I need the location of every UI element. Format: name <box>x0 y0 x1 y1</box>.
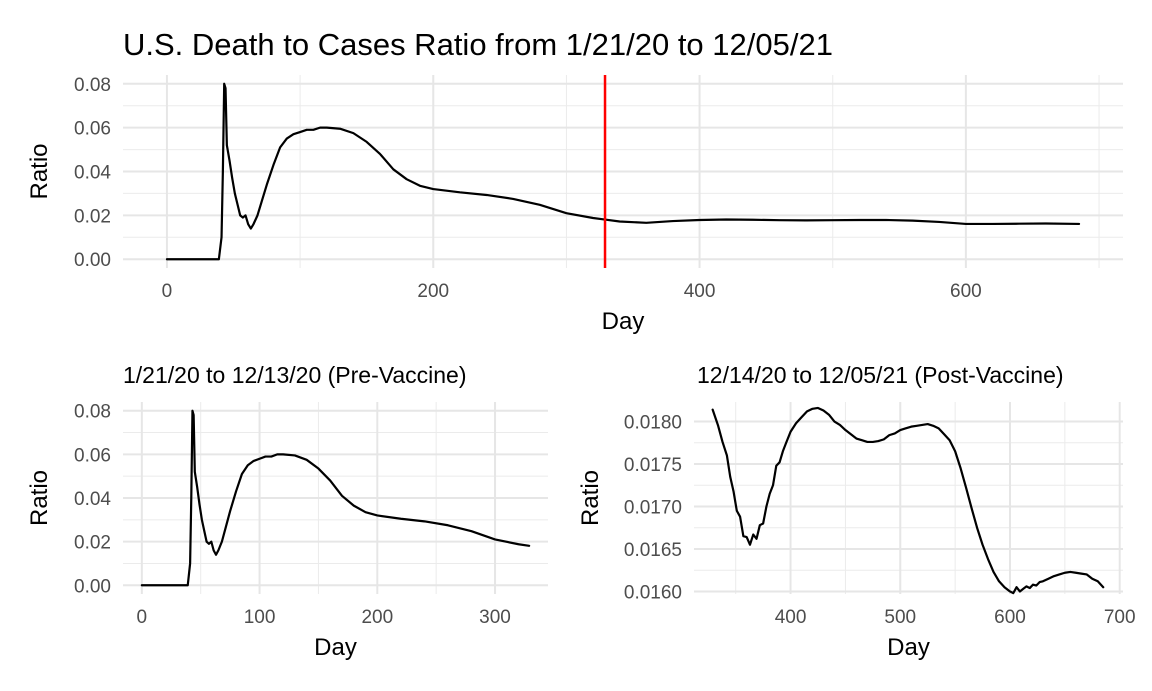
y-tick-label: 0.06 <box>74 445 111 466</box>
y-tick-label: 0.08 <box>74 75 111 96</box>
x-tick-label: 700 <box>1104 607 1136 628</box>
x-tick-label: 0 <box>162 281 173 302</box>
y-tick-label: 0.06 <box>74 119 111 140</box>
x-tick-label: 100 <box>244 607 276 628</box>
y-tick-label: 0.04 <box>74 489 111 510</box>
y-tick-label: 0.08 <box>74 402 111 423</box>
y-tick-label: 0.0180 <box>624 413 682 434</box>
panel-subtitle: 1/21/20 to 12/13/20 (Pre-Vaccine) <box>123 362 467 388</box>
y-axis-label: Ratio <box>26 470 53 526</box>
x-axis-label: Day <box>887 634 930 661</box>
y-tick-label: 0.02 <box>74 533 111 554</box>
x-axis-label: Day <box>314 634 357 661</box>
x-tick-label: 200 <box>361 607 393 628</box>
y-tick-label: 0.00 <box>74 576 111 597</box>
panel-2: 0 100 200 300 0.00 0.02 0.04 0.06 0.08 Day Ratio 1/… <box>26 362 548 661</box>
x-tick-label: 400 <box>684 281 716 302</box>
y-tick-label: 0.00 <box>74 250 111 271</box>
y-axis-label: Ratio <box>577 470 604 526</box>
y-axis-label: Ratio <box>26 143 53 199</box>
panel-subtitle: 12/14/20 to 12/05/21 (Post-Vaccine) <box>697 362 1064 388</box>
x-tick-label: 0 <box>137 607 148 628</box>
x-tick-label: 600 <box>950 281 982 302</box>
chart-title: U.S. Death to Cases Ratio from 1/21/20 t… <box>123 27 833 62</box>
series-line <box>165 82 1081 261</box>
x-tick-label: 200 <box>417 281 449 302</box>
x-tick-label: 600 <box>994 607 1026 628</box>
y-tick-label: 0.0160 <box>624 582 682 603</box>
x-tick-label: 400 <box>775 607 807 628</box>
y-tick-label: 0.0175 <box>624 455 682 476</box>
y-tick-label: 0.04 <box>74 163 111 184</box>
y-tick-label: 0.0170 <box>624 497 682 518</box>
panel-1: 0 200 400 600 0.00 0.02 0.04 0.06 0.08 Day Ratio U.… <box>26 27 1123 335</box>
x-axis-label: Day <box>602 308 645 335</box>
x-tick-label: 500 <box>884 607 916 628</box>
series-line <box>140 409 531 587</box>
panel-3: 400 500 600 700 0.0160 0.0165 0.0170 0.0175 0.01… <box>577 362 1136 661</box>
series-line <box>711 406 1105 595</box>
y-tick-label: 0.02 <box>74 206 111 227</box>
x-tick-label: 300 <box>479 607 511 628</box>
y-tick-label: 0.0165 <box>624 540 682 561</box>
